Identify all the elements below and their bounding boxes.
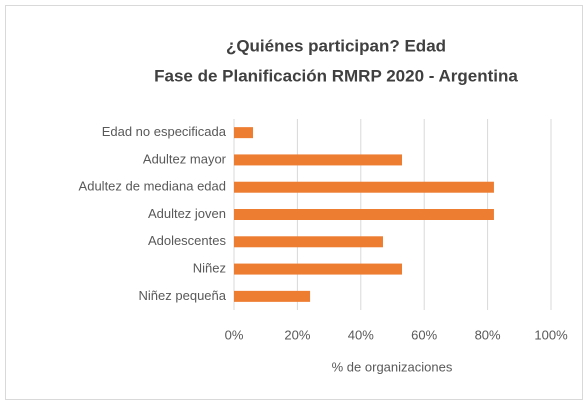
chart-border <box>5 5 583 400</box>
x-tick-label: 60% <box>411 327 437 342</box>
x-tick-label: 80% <box>475 327 501 342</box>
x-tick-label: 100% <box>534 327 568 342</box>
y-tick-label: Niñez pequeña <box>139 288 227 303</box>
x-tick-label: 40% <box>348 327 374 342</box>
y-tick-label: Adolescentes <box>148 233 227 248</box>
bar <box>234 290 311 302</box>
y-tick-label: Adultez joven <box>148 206 226 221</box>
x-axis-label: % de organizaciones <box>332 359 453 374</box>
bar <box>234 127 254 139</box>
y-tick-label: Edad no especificada <box>102 124 227 139</box>
bar <box>234 181 494 193</box>
y-tick-label: Adultez de mediana edad <box>79 179 226 194</box>
x-tick-label: 20% <box>284 327 310 342</box>
chart-subtitle: Fase de Planificación RMRP 2020 - Argent… <box>154 66 518 85</box>
bar <box>234 154 403 166</box>
bar <box>234 236 383 248</box>
bar <box>234 209 494 220</box>
x-tick-label: 0% <box>225 327 244 342</box>
bar <box>234 263 403 275</box>
chart-title: ¿Quiénes participan? Edad <box>226 36 446 55</box>
y-tick-label: Niñez <box>193 261 226 276</box>
y-tick-label: Adultez mayor <box>143 151 227 166</box>
